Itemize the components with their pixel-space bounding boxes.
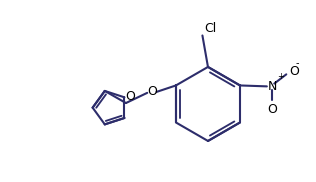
Text: -: - <box>296 58 300 68</box>
Text: O: O <box>125 90 135 103</box>
Text: O: O <box>289 66 299 78</box>
Text: Cl: Cl <box>204 21 216 35</box>
Text: O: O <box>267 103 277 116</box>
Text: +: + <box>277 72 284 81</box>
Text: O: O <box>147 85 157 98</box>
Text: N: N <box>268 80 277 93</box>
